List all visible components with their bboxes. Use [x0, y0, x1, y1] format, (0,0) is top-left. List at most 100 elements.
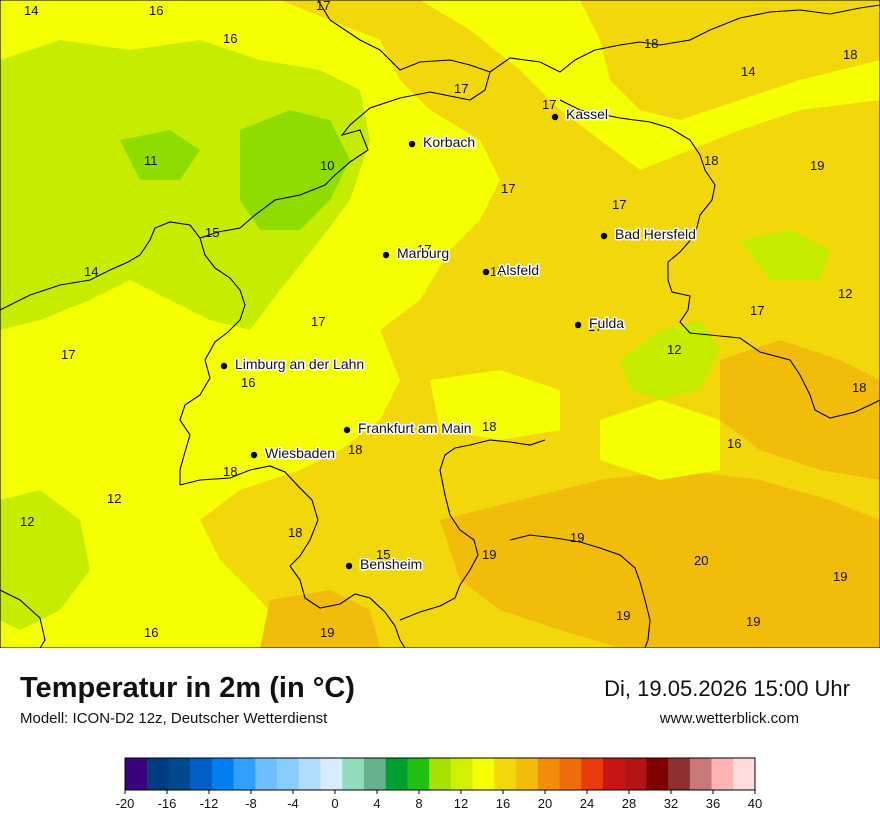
- legend-tick-label: 12: [454, 796, 468, 811]
- temp-label: 18: [704, 153, 718, 168]
- cool-zone-east-2: [740, 230, 830, 280]
- legend-tick-label: -12: [200, 796, 219, 811]
- temp-label: 14: [741, 64, 755, 79]
- temp-label: 19: [482, 547, 496, 562]
- temp-label: 16: [241, 375, 255, 390]
- temp-label: 18: [348, 442, 362, 457]
- temp-label: 19: [746, 614, 760, 629]
- legend-swatch: [494, 758, 517, 790]
- city-limburg[interactable]: Limburg an der Lahn: [220, 355, 366, 374]
- temp-label: 17: [490, 264, 504, 279]
- legend-tick-label: -20: [116, 796, 135, 811]
- temp-label: 17: [750, 303, 764, 318]
- forecast-datetime: Di, 19.05.2026 15:00 Uhr: [604, 676, 850, 701]
- city-korbach[interactable]: Korbach: [408, 133, 477, 152]
- legend-tick-label: 28: [622, 796, 636, 811]
- legend-swatch: [624, 758, 647, 790]
- temp-label: 17: [61, 347, 75, 362]
- temp-label: 17: [501, 181, 515, 196]
- temp-label: 12: [107, 491, 121, 506]
- legend-tick-label: 4: [373, 796, 380, 811]
- model-source: Modell: ICON-D2 12z, Deutscher Wetterdie…: [20, 710, 328, 727]
- city-label: Limburg an der Lahn: [235, 356, 364, 372]
- temp-label: 17: [612, 197, 626, 212]
- legend-swatch: [125, 758, 148, 790]
- city-label: Fulda: [589, 315, 624, 331]
- legend-swatch: [450, 758, 473, 790]
- temp-label: 18: [644, 36, 658, 51]
- green-zone-highland-2: [120, 130, 200, 180]
- temp-label: 19: [616, 608, 630, 623]
- city-dot-icon: [574, 321, 582, 329]
- city-dot-icon: [382, 251, 390, 259]
- border-west: [179, 237, 246, 485]
- city-fulda[interactable]: Fulda: [574, 314, 626, 333]
- city-bensheim[interactable]: Bensheim: [345, 555, 424, 574]
- city-label: Marburg: [397, 245, 449, 261]
- temperature-labels: 14 16 17 16 18 14 18 17 17 11 10 18 19 1…: [20, 0, 866, 640]
- temp-label: 18: [482, 419, 496, 434]
- border-south: [0, 439, 651, 648]
- temp-label: 16: [144, 625, 158, 640]
- temp-label: 17: [542, 97, 556, 112]
- legend-swatch: [146, 758, 169, 790]
- green-zone-highland: [240, 110, 350, 230]
- city-dot-icon: [220, 362, 228, 370]
- city-bad-hersfeld[interactable]: Bad Hersfeld: [600, 225, 697, 244]
- legend-swatch: [342, 758, 365, 790]
- legend-swatch: [516, 758, 539, 790]
- temp-label: 14: [84, 264, 98, 279]
- legend-swatch: [277, 758, 300, 790]
- city-alsfeld[interactable]: Alsfeld: [482, 261, 541, 280]
- temp-label: 17: [588, 319, 602, 334]
- legend-tick-label: 40: [748, 796, 762, 811]
- legend-swatch: [190, 758, 213, 790]
- state-border: [0, 0, 880, 648]
- legend-tick-label: 16: [496, 796, 510, 811]
- city-frankfurt[interactable]: Frankfurt am Main: [343, 419, 473, 438]
- cool-zone-east: [620, 320, 720, 400]
- city-dot-icon: [345, 562, 353, 570]
- city-label: Alsfeld: [497, 262, 539, 278]
- legend-tick-label: 0: [331, 796, 338, 811]
- temp-label: 20: [694, 553, 708, 568]
- legend-swatch: [385, 758, 408, 790]
- legend-tick-label: -8: [245, 796, 257, 811]
- legend-tick-label: 24: [580, 796, 594, 811]
- legend-swatch: [602, 758, 625, 790]
- website-link[interactable]: www.wetterblick.com: [659, 710, 799, 727]
- city-dot-icon: [250, 451, 258, 459]
- temp-label: 16: [149, 3, 163, 18]
- cool-zone-southwest: [0, 490, 90, 630]
- city-label: Frankfurt am Main: [358, 420, 472, 436]
- city-wiesbaden[interactable]: Wiesbaden: [250, 444, 337, 463]
- legend-swatch: [255, 758, 278, 790]
- legend-swatch: [168, 758, 191, 790]
- temp-label: 16: [223, 31, 237, 46]
- temp-label: 11: [144, 153, 158, 168]
- legend-outline: [124, 757, 756, 791]
- temp-label: 18: [852, 380, 866, 395]
- legend-swatch: [668, 758, 691, 790]
- cool-zone-northwest: [0, 40, 370, 330]
- city-dot-icon: [551, 113, 559, 121]
- color-legend: -20 -16 -12 -8 -4 0 4 8 12 16 20 24 28 32 36 40: [116, 757, 762, 811]
- temp-label: 19: [320, 625, 334, 640]
- legend-swatch: [211, 758, 234, 790]
- legend-tick-label: 32: [664, 796, 678, 811]
- city-marburg[interactable]: Marburg: [382, 244, 451, 263]
- temp-label: 17: [316, 0, 330, 13]
- temp-label: 19: [570, 530, 584, 545]
- temp-label: 12: [20, 514, 34, 529]
- legend-swatch: [646, 758, 669, 790]
- legend-tick-label: 8: [415, 796, 422, 811]
- legend-swatch: [711, 758, 734, 790]
- legend-swatch: [429, 758, 452, 790]
- border-east: [489, 4, 880, 419]
- legend-swatch: [363, 758, 386, 790]
- temp-label: 19: [833, 569, 847, 584]
- warm-zone-south-core: [440, 470, 880, 648]
- legend-swatch: [559, 758, 582, 790]
- city-kassel[interactable]: Kassel: [551, 105, 610, 124]
- legend-tick-label: 20: [538, 796, 552, 811]
